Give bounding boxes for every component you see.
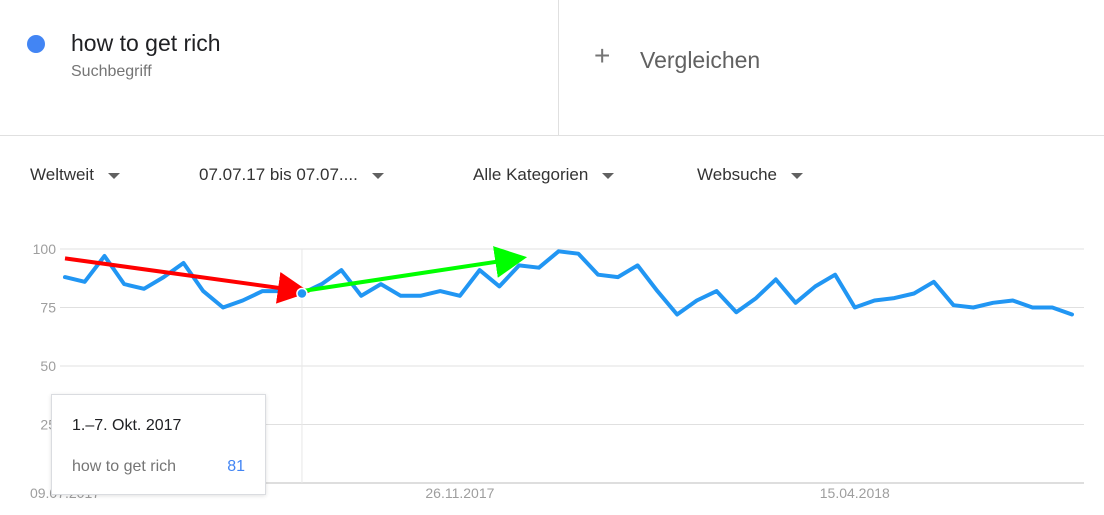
data-point	[418, 294, 422, 298]
data-point	[596, 273, 600, 277]
data-point	[675, 313, 679, 317]
search-term-name: how to get rich	[71, 30, 221, 56]
chevron-down-icon	[791, 172, 804, 179]
data-point	[379, 282, 383, 286]
data-point	[853, 306, 857, 310]
y-tick-label: 50	[40, 358, 56, 374]
time-range-label: 07.07.17 bis 07.07....	[199, 165, 358, 184]
data-point	[517, 263, 521, 267]
annotation-arrows	[64, 246, 528, 304]
data-point	[537, 266, 541, 270]
data-point	[83, 280, 87, 284]
data-point	[952, 303, 956, 307]
chevron-down-icon	[371, 172, 384, 179]
region-dropdown[interactable]: Weltweit	[30, 165, 120, 185]
data-point	[221, 306, 225, 310]
data-point	[912, 291, 916, 295]
chevron-down-icon	[602, 172, 615, 179]
series-color-dot	[27, 35, 45, 53]
compare-button[interactable]: + Vergleichen	[560, 0, 1104, 135]
x-tick-label: 26.11.2017	[425, 485, 494, 501]
data-point	[932, 280, 936, 284]
series-line[interactable]	[63, 249, 1074, 317]
data-point	[576, 252, 580, 256]
data-point	[754, 296, 758, 300]
compare-label: Vergleichen	[640, 47, 761, 73]
data-point	[774, 277, 778, 281]
data-point	[478, 268, 482, 272]
data-point	[873, 298, 877, 302]
data-point	[339, 268, 343, 272]
data-point	[63, 275, 67, 279]
data-point	[241, 298, 245, 302]
data-point	[102, 254, 106, 258]
data-point	[557, 249, 561, 253]
chevron-down-icon	[107, 172, 120, 179]
hover-point	[296, 287, 308, 300]
data-point	[359, 294, 363, 298]
data-point	[991, 301, 995, 305]
tooltip-date: 1.–7. Okt. 2017	[72, 417, 182, 434]
data-point	[813, 284, 817, 288]
tooltip-term: how to get rich	[72, 458, 177, 475]
data-point	[201, 289, 205, 293]
data-point	[971, 306, 975, 310]
y-tick-label: 100	[33, 241, 57, 257]
category-dropdown[interactable]: Alle Kategorien	[473, 165, 615, 185]
y-tick-label: 75	[40, 300, 56, 316]
data-point	[794, 301, 798, 305]
search-type-dropdown[interactable]: Websuche	[697, 165, 804, 185]
category-label: Alle Kategorien	[473, 165, 589, 184]
data-point	[1050, 306, 1054, 310]
data-point	[162, 275, 166, 279]
data-point	[734, 310, 738, 314]
data-point	[142, 287, 146, 291]
x-tick-label: 15.04.2018	[820, 485, 890, 501]
data-point	[399, 294, 403, 298]
data-point	[260, 289, 264, 293]
data-point	[181, 261, 185, 265]
time-range-dropdown[interactable]: 07.07.17 bis 07.07....	[199, 165, 384, 185]
plus-icon: +	[594, 40, 611, 71]
tooltip-value: 81	[227, 458, 245, 475]
data-point	[122, 282, 126, 286]
data-point	[636, 263, 640, 267]
data-point	[1031, 306, 1035, 310]
data-point	[320, 282, 324, 286]
data-tooltip: 1.–7. Okt. 2017 how to get rich 81	[51, 394, 266, 495]
search-term-card[interactable]: how to get rich Suchbegriff	[0, 0, 559, 135]
data-point	[715, 289, 719, 293]
region-label: Weltweit	[30, 165, 94, 184]
data-point	[497, 284, 501, 288]
data-point	[833, 273, 837, 277]
data-point	[892, 296, 896, 300]
red-annotation-arrow	[64, 256, 310, 304]
data-point	[655, 289, 659, 293]
search-term-type: Suchbegriff	[71, 63, 152, 80]
search-type-label: Websuche	[697, 165, 778, 184]
data-point	[1011, 298, 1015, 302]
data-point	[695, 298, 699, 302]
data-point	[458, 294, 462, 298]
data-point	[1070, 313, 1074, 317]
query-header: how to get rich Suchbegriff + Vergleiche…	[0, 0, 1104, 136]
series-points	[63, 249, 1074, 316]
green-annotation-arrow	[301, 246, 528, 294]
data-point	[438, 289, 442, 293]
data-point	[616, 275, 620, 279]
